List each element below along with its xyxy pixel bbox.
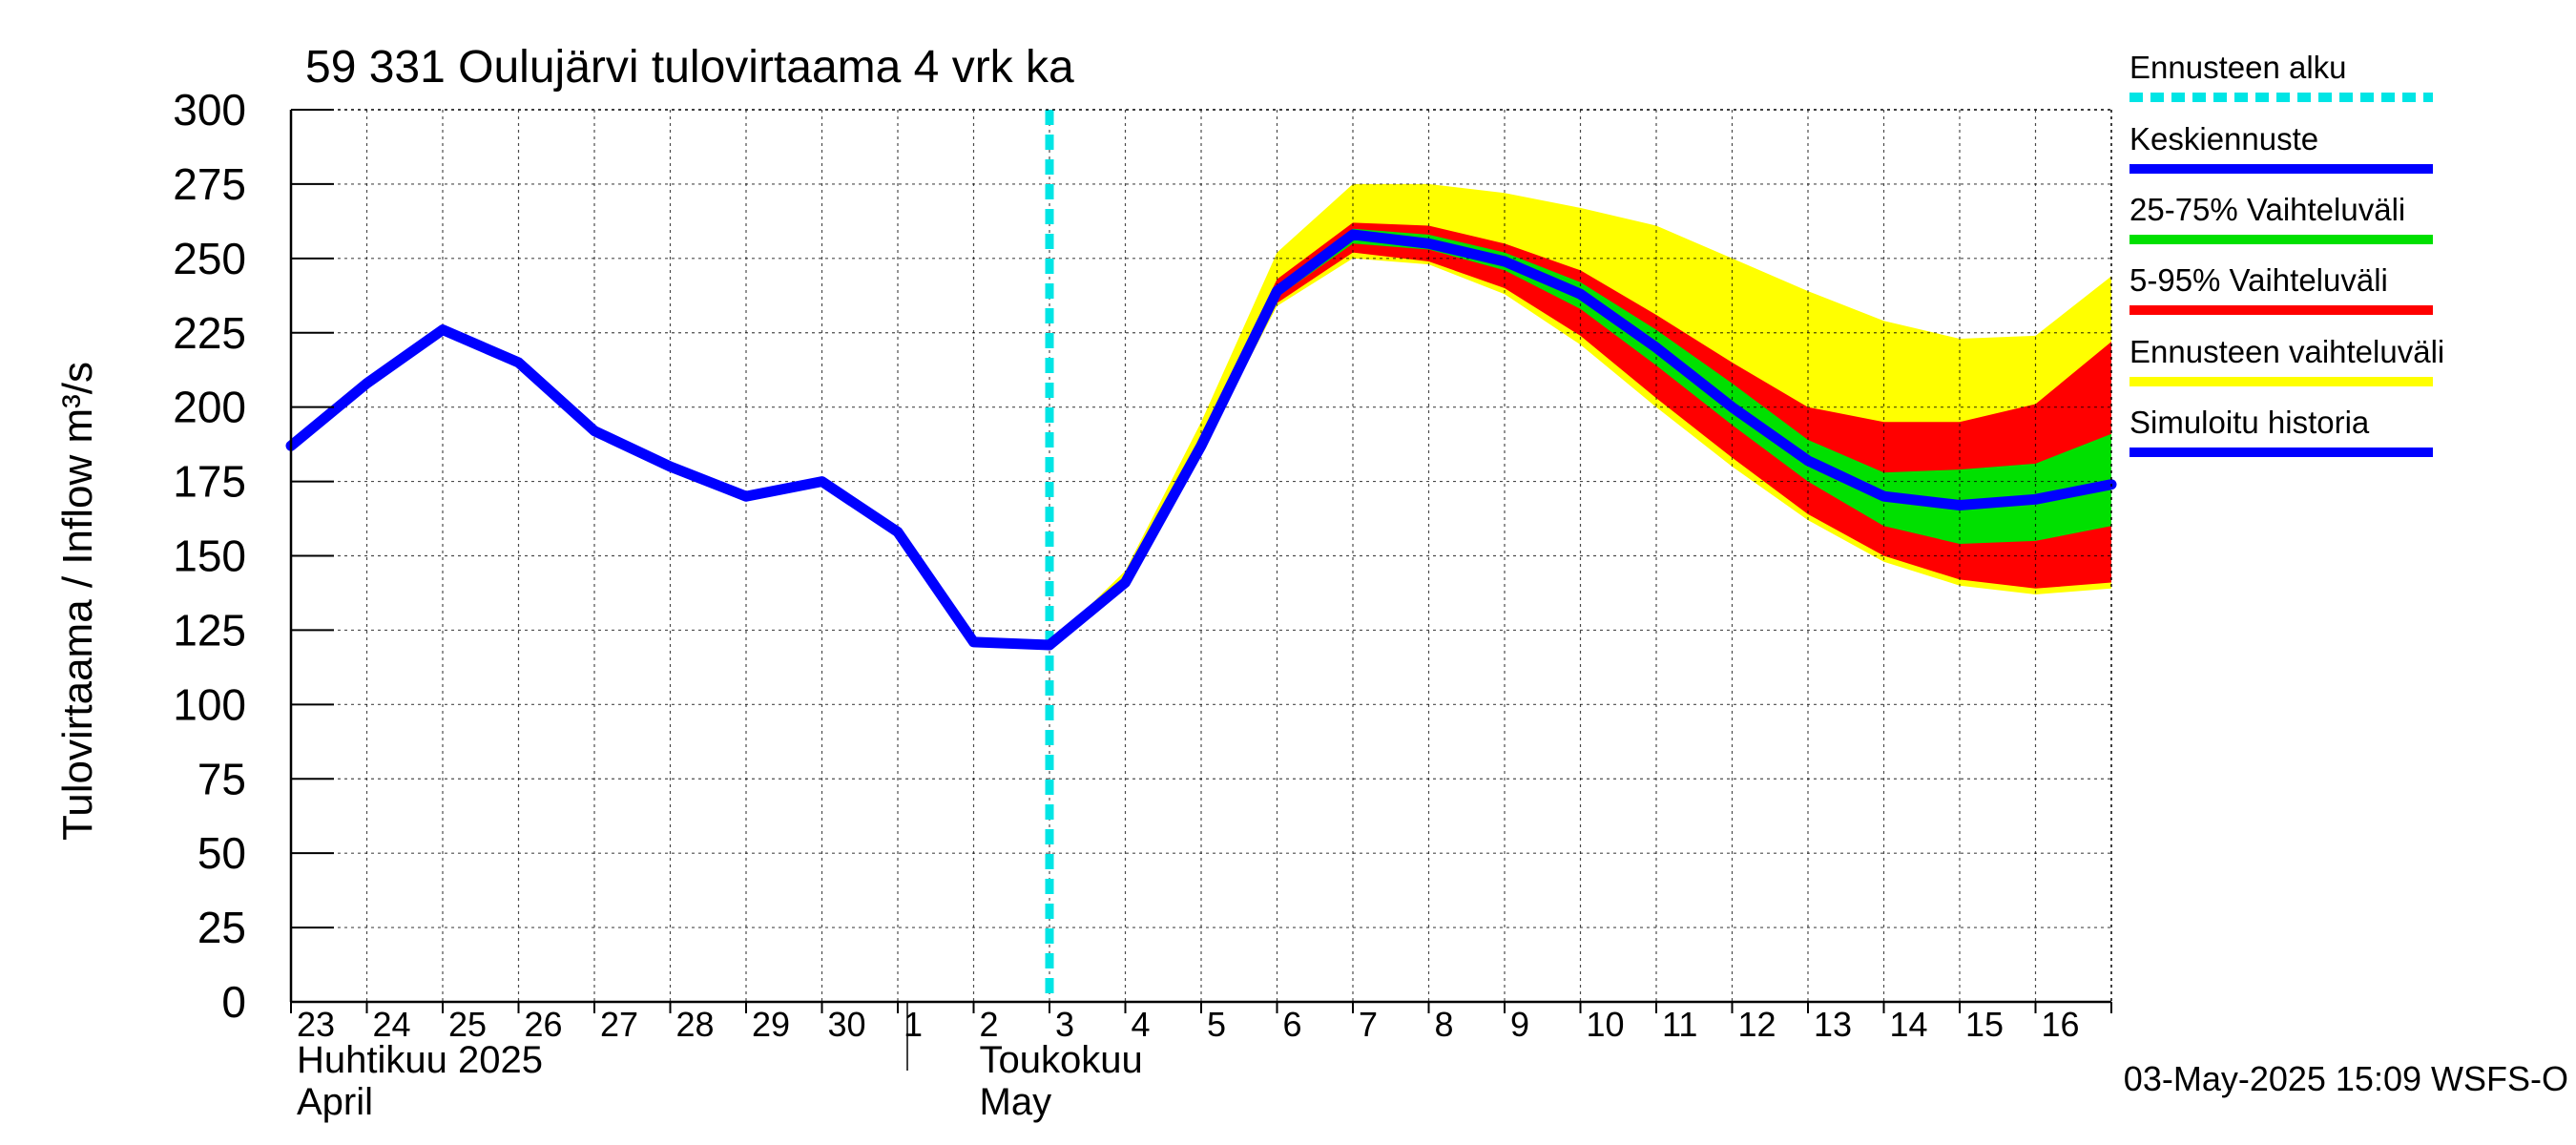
month-label-english: April bbox=[297, 1081, 373, 1123]
y-tick-label: 25 bbox=[197, 903, 246, 952]
x-tick-label: 29 bbox=[752, 1005, 790, 1044]
legend-label: 5-95% Vaihteluväli bbox=[2129, 262, 2388, 298]
x-tick-label: 2 bbox=[980, 1005, 999, 1044]
footer-timestamp: 03-May-2025 15:09 WSFS-O bbox=[2124, 1059, 2568, 1098]
y-tick-label: 0 bbox=[221, 977, 246, 1027]
grid-lines bbox=[291, 110, 2111, 1002]
x-tick-label: 23 bbox=[297, 1005, 335, 1044]
y-tick-label: 75 bbox=[197, 754, 246, 803]
series-lines bbox=[285, 110, 2117, 1002]
y-tick-label: 50 bbox=[197, 828, 246, 878]
y-tick-label: 175 bbox=[173, 457, 246, 507]
x-tick-label: 7 bbox=[1359, 1005, 1378, 1044]
y-tick-label: 125 bbox=[173, 605, 246, 655]
x-axis-ticks: 23 24 25 26 27 28 29 30 1 2 3 4 5 6 7 8 9 10 11 12 13 14 15 16 bbox=[290, 1002, 2112, 1044]
month-label-finnish: Huhtikuu 2025 bbox=[297, 1039, 543, 1081]
x-tick-label: 5 bbox=[1207, 1005, 1226, 1044]
x-tick-label: 26 bbox=[525, 1005, 563, 1044]
y-axis-label: Tulovirtaama / Inflow m³/s bbox=[54, 362, 101, 841]
x-tick-label: 8 bbox=[1435, 1005, 1454, 1044]
x-tick-label: 11 bbox=[1662, 1005, 1697, 1044]
month-label-english: May bbox=[980, 1081, 1052, 1123]
x-tick-label: 14 bbox=[1890, 1005, 1928, 1044]
x-tick-label: 9 bbox=[1510, 1005, 1529, 1044]
y-tick-label: 150 bbox=[173, 531, 246, 581]
x-tick-label: 16 bbox=[2042, 1005, 2080, 1044]
y-tick-label: 225 bbox=[173, 308, 246, 358]
x-tick-label: 6 bbox=[1283, 1005, 1302, 1044]
simulated-history-line bbox=[285, 324, 1055, 651]
legend-label: Keskiennuste bbox=[2129, 121, 2318, 156]
x-tick-label: 3 bbox=[1055, 1005, 1074, 1044]
legend: Ennusteen alku Keskiennuste 25-75% Vaihtel… bbox=[2129, 50, 2444, 457]
legend-label: Ennusteen alku bbox=[2129, 50, 2347, 85]
y-tick-label: 100 bbox=[173, 679, 246, 729]
legend-label: 25-75% Vaihteluväli bbox=[2129, 192, 2405, 227]
x-tick-label: 27 bbox=[600, 1005, 638, 1044]
chart-title: 59 331 Oulujärvi tulovirtaama 4 vrk ka bbox=[305, 42, 1074, 93]
median-forecast-line bbox=[1044, 229, 2117, 651]
x-tick-label: 4 bbox=[1132, 1005, 1151, 1044]
x-tick-label: 25 bbox=[448, 1005, 487, 1044]
y-tick-label: 300 bbox=[173, 85, 246, 135]
legend-label: Ennusteen vaihteluväli bbox=[2129, 334, 2444, 369]
x-tick-label: 1 bbox=[904, 1005, 923, 1044]
x-tick-label: 24 bbox=[373, 1005, 411, 1044]
x-tick-label: 10 bbox=[1587, 1005, 1625, 1044]
y-tick-label: 250 bbox=[173, 234, 246, 283]
y-tick-label: 275 bbox=[173, 159, 246, 209]
x-tick-label: 13 bbox=[1814, 1005, 1852, 1044]
y-axis-ticks: 0 25 50 75 100 125 150 175 200 225 250 275 300 bbox=[173, 85, 334, 1027]
x-tick-label: 15 bbox=[1965, 1005, 2004, 1044]
x-tick-label: 30 bbox=[828, 1005, 866, 1044]
legend-label: Simuloitu historia bbox=[2129, 405, 2370, 440]
month-label-finnish: Toukokuu bbox=[980, 1039, 1143, 1081]
forecast-bands bbox=[1049, 183, 2111, 645]
x-tick-label: 12 bbox=[1738, 1005, 1776, 1044]
y-tick-label: 200 bbox=[173, 383, 246, 432]
x-tick-label: 28 bbox=[676, 1005, 715, 1044]
